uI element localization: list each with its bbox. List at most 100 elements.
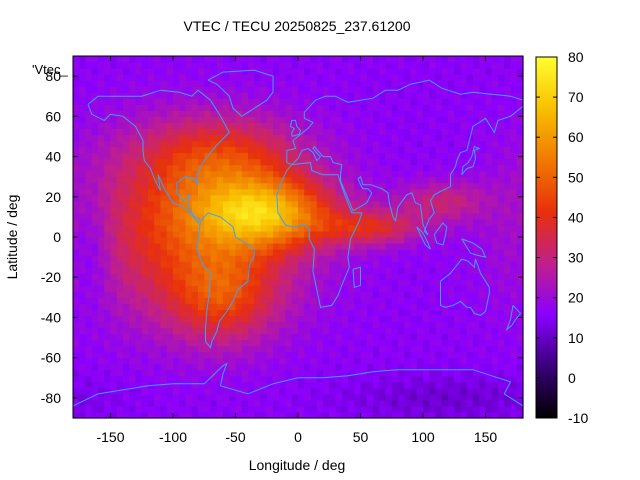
heatmap-cell: [366, 237, 374, 244]
heatmap-cell: [385, 273, 393, 280]
heatmap-cell: [123, 375, 130, 383]
heatmap-cell: [116, 381, 124, 389]
heatmap-cell: [229, 393, 237, 401]
heatmap-cell: [404, 194, 412, 202]
heatmap-cell: [448, 206, 455, 214]
heatmap-cell: [73, 134, 80, 142]
heatmap-cell: [85, 74, 93, 81]
heatmap-cell: [229, 194, 237, 202]
heatmap-cell: [366, 230, 374, 238]
heatmap-cell: [379, 243, 387, 250]
heatmap-cell: [341, 110, 349, 117]
heatmap-cell: [385, 267, 393, 274]
heatmap-cell: [266, 327, 274, 335]
heatmap-cell: [223, 152, 230, 160]
heatmap-cell: [223, 321, 230, 329]
heatmap-cell: [241, 182, 249, 190]
heatmap-cell: [498, 68, 505, 75]
heatmap-cell: [460, 297, 468, 304]
heatmap-cell: [423, 140, 430, 148]
heatmap-cell: [435, 255, 443, 262]
heatmap-cell: [235, 357, 243, 365]
heatmap-cell: [448, 92, 455, 99]
heatmap-cell: [223, 351, 230, 359]
heatmap-cell: [266, 212, 274, 220]
heatmap-cell: [198, 339, 205, 347]
heatmap-cell: [379, 333, 387, 341]
heatmap-cell: [329, 152, 337, 160]
heatmap-cell: [323, 339, 330, 347]
heatmap-cell: [116, 194, 124, 202]
heatmap-cell: [198, 387, 205, 395]
heatmap-cell: [185, 303, 193, 310]
heatmap-cell: [354, 140, 362, 148]
heatmap-cell: [248, 297, 255, 304]
heatmap-cell: [229, 243, 237, 250]
heatmap-cell: [391, 188, 399, 196]
heatmap-cell: [310, 303, 318, 310]
heatmap-cell: [216, 188, 224, 196]
heatmap-cell: [448, 315, 455, 323]
heatmap-cell: [179, 206, 187, 214]
heatmap-cell: [291, 182, 299, 190]
heatmap-cell: [460, 104, 468, 111]
heatmap-cell: [310, 333, 318, 341]
heatmap-cell: [104, 134, 112, 142]
heatmap-cell: [373, 261, 380, 268]
heatmap-cell: [298, 249, 305, 256]
heatmap-cell: [160, 152, 168, 160]
heatmap-cell: [348, 218, 355, 226]
heatmap-cell: [410, 327, 418, 335]
heatmap-cell: [198, 62, 205, 69]
heatmap-cell: [110, 224, 118, 232]
heatmap-cell: [410, 170, 418, 178]
heatmap-cell: [316, 387, 324, 395]
heatmap-cell: [135, 291, 143, 298]
heatmap-cell: [91, 375, 99, 383]
heatmap-cell: [435, 80, 443, 87]
heatmap-cell: [379, 218, 387, 226]
heatmap-cell: [191, 80, 199, 87]
heatmap-cell: [316, 243, 324, 250]
heatmap-cell: [348, 200, 355, 208]
heatmap-cell: [185, 86, 193, 93]
heatmap-cell: [148, 158, 155, 166]
heatmap-cell: [304, 74, 312, 81]
heatmap-cell: [241, 194, 249, 202]
heatmap-cell: [416, 170, 424, 178]
heatmap-cell: [79, 152, 87, 160]
heatmap-cell: [266, 182, 274, 190]
heatmap-cell: [266, 261, 274, 268]
heatmap-cell: [460, 128, 468, 136]
heatmap-cell: [441, 152, 449, 160]
heatmap-cell: [148, 315, 155, 323]
heatmap-cell: [335, 116, 343, 123]
heatmap-cell: [235, 188, 243, 196]
heatmap-cell: [491, 140, 499, 148]
heatmap-cell: [429, 381, 437, 389]
heatmap-cell: [191, 363, 199, 371]
heatmap-cell: [91, 285, 99, 292]
heatmap-cell: [279, 104, 287, 111]
heatmap-cell: [373, 104, 380, 111]
heatmap-cell: [316, 363, 324, 371]
heatmap-cell: [85, 170, 93, 178]
heatmap-cell: [491, 206, 499, 214]
heatmap-cell: [348, 261, 355, 268]
heatmap-cell: [129, 122, 137, 129]
heatmap-cell: [235, 116, 243, 123]
heatmap-cell: [266, 321, 274, 329]
heatmap-cell: [260, 122, 268, 129]
heatmap-cell: [510, 116, 518, 123]
heatmap-cell: [516, 237, 524, 244]
heatmap-cell: [166, 315, 174, 323]
heatmap-cell: [98, 369, 105, 377]
heatmap-cell: [516, 303, 524, 310]
heatmap-cell: [479, 393, 487, 401]
heatmap-cell: [104, 80, 112, 87]
heatmap-cell: [273, 285, 280, 292]
heatmap-cell: [360, 62, 368, 69]
heatmap-cell: [129, 182, 137, 190]
heatmap-cell: [379, 399, 387, 407]
heatmap-cell: [266, 80, 274, 87]
